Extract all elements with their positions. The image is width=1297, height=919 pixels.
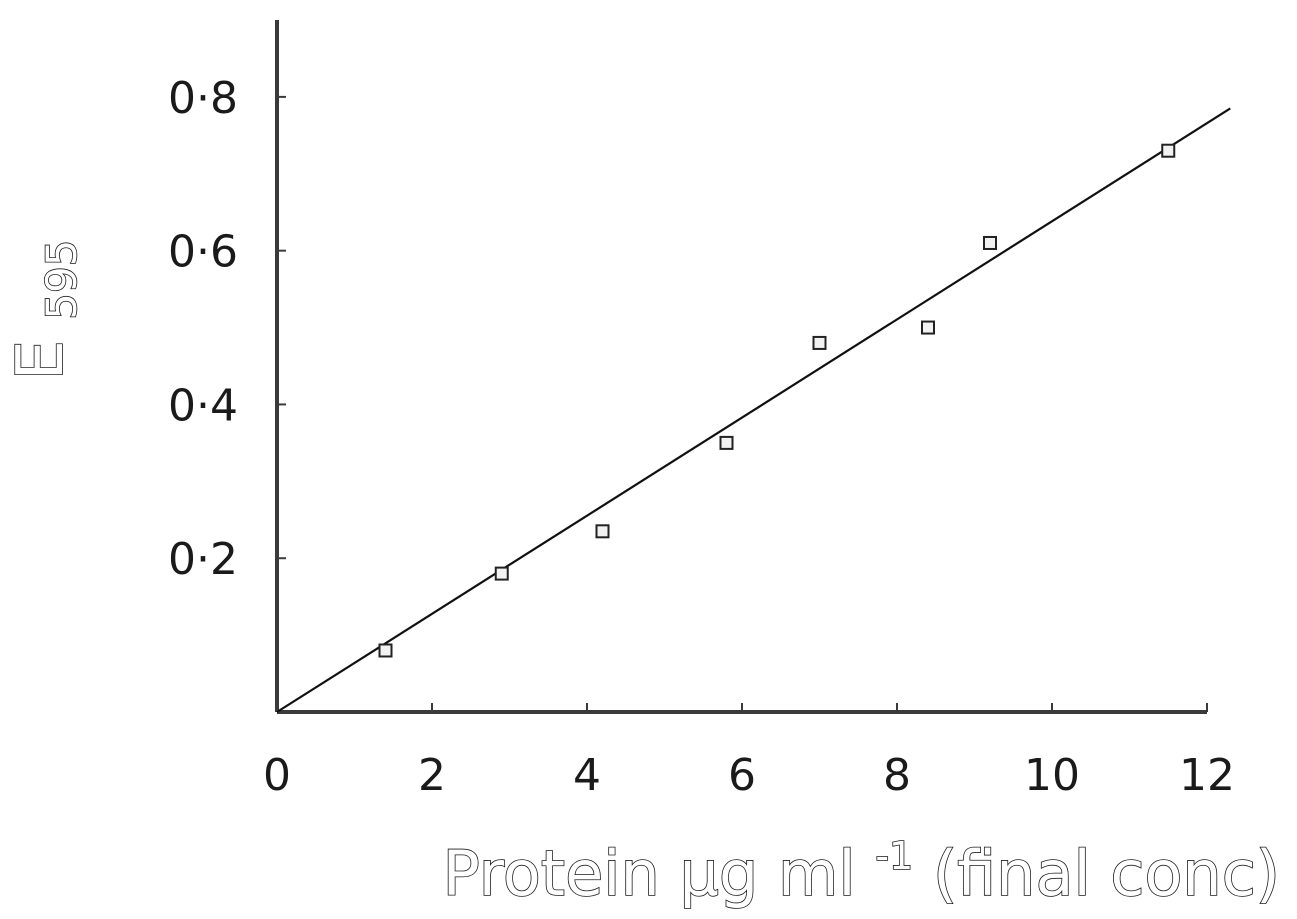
x-axis-title-sup: -1 xyxy=(875,834,913,878)
x-axis-title-main: Protein µg ml xyxy=(442,837,855,910)
x-axis-title: Protein µg ml -1 (final conc) xyxy=(442,811,1280,910)
y-tick-label: 0·8 xyxy=(168,73,238,124)
data-points xyxy=(378,143,1176,658)
x-tick-label: 2 xyxy=(418,750,446,801)
x-tick-label: 10 xyxy=(1024,750,1080,801)
data-point xyxy=(494,566,509,581)
y-axis-title: E 595 xyxy=(4,240,86,381)
y-tick-label: 0·2 xyxy=(168,534,238,585)
data-point xyxy=(1161,143,1176,158)
axes xyxy=(275,20,1207,714)
x-tick-label: 8 xyxy=(883,750,911,801)
x-tick-label: 0 xyxy=(263,750,291,801)
y-ticks: 0·2 0·4 0·6 0·8 xyxy=(168,73,286,585)
y-axis-title-main: E xyxy=(4,340,78,380)
y-tick-label: 0·6 xyxy=(168,227,238,278)
y-axis-title-sub: 595 xyxy=(37,240,86,320)
data-point xyxy=(378,643,393,658)
x-ticks: 0 2 4 6 8 10 12 xyxy=(263,703,1235,801)
x-tick-label: 4 xyxy=(573,750,601,801)
x-tick-label: 6 xyxy=(728,750,756,801)
fit-line xyxy=(276,107,1231,713)
data-point xyxy=(983,235,997,250)
data-point xyxy=(719,435,734,450)
data-point xyxy=(812,335,827,350)
data-point xyxy=(921,320,935,335)
data-point xyxy=(595,524,610,539)
x-axis-title-tail: (final conc) xyxy=(933,837,1280,910)
y-tick-label: 0·4 xyxy=(168,380,238,431)
x-tick-label: 12 xyxy=(1179,750,1235,801)
